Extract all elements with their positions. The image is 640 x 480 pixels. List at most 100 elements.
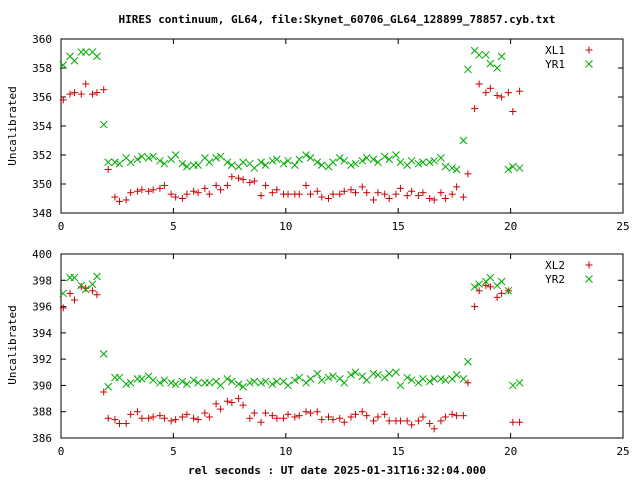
data-point <box>486 273 495 282</box>
data-point <box>475 280 483 289</box>
data-point <box>498 93 506 101</box>
data-point <box>93 52 101 61</box>
data-point <box>425 158 434 167</box>
data-point <box>448 164 457 172</box>
data-point <box>284 156 292 165</box>
data-point <box>430 375 439 383</box>
legend-label: YR2 <box>545 273 565 286</box>
data-point <box>268 156 277 165</box>
data-point <box>306 154 315 162</box>
data-point <box>369 155 378 164</box>
data-point <box>284 381 292 390</box>
data-point <box>239 401 247 409</box>
data-point <box>126 158 135 167</box>
data-point <box>380 152 389 161</box>
data-point <box>273 186 281 194</box>
data-point <box>156 412 164 420</box>
data-point <box>257 192 265 200</box>
data-point <box>504 89 512 97</box>
data-point <box>302 408 310 416</box>
data-point <box>138 152 146 161</box>
data-point <box>441 162 450 171</box>
data-point <box>115 197 123 205</box>
data-point <box>145 414 153 422</box>
data-point <box>245 378 254 387</box>
data-point <box>178 413 186 421</box>
data-point <box>167 417 175 425</box>
data-point <box>396 184 404 192</box>
data-point <box>284 190 292 198</box>
data-point <box>172 193 180 201</box>
x-tick-label: 10 <box>279 220 292 233</box>
data-point <box>122 420 130 428</box>
data-point <box>223 375 232 383</box>
data-point <box>167 190 175 198</box>
data-point <box>190 187 198 195</box>
data-point <box>250 164 259 172</box>
x-tick-label: 5 <box>170 445 177 458</box>
data-point <box>493 293 501 301</box>
data-point <box>111 416 119 424</box>
data-point <box>235 395 243 403</box>
series-XL1 <box>59 80 524 205</box>
data-point <box>335 154 344 162</box>
data-point <box>149 376 158 385</box>
data-point <box>482 89 490 97</box>
y-tick-label: 390 <box>32 379 52 392</box>
data-point <box>82 80 90 88</box>
data-point <box>475 51 483 59</box>
data-point <box>291 413 299 421</box>
data-point <box>351 189 359 197</box>
data-point <box>504 165 513 174</box>
data-point <box>239 176 247 184</box>
data-point <box>205 413 213 421</box>
data-point <box>426 420 434 428</box>
data-point <box>374 158 382 167</box>
data-point <box>471 105 479 113</box>
data-point <box>419 189 427 197</box>
data-point <box>441 413 449 421</box>
data-point <box>66 289 74 297</box>
data-point <box>205 190 213 198</box>
data-point <box>290 376 299 385</box>
data-point <box>88 90 96 98</box>
data-point <box>381 410 389 418</box>
data-point <box>385 369 394 378</box>
data-point <box>149 186 157 194</box>
data-point <box>363 412 371 420</box>
data-point <box>419 413 427 421</box>
data-point <box>171 151 180 159</box>
data-point <box>318 193 326 201</box>
data-point <box>347 161 355 170</box>
data-point <box>374 371 382 379</box>
series-YR1 <box>59 46 524 174</box>
x-tick-label: 15 <box>392 220 405 233</box>
y-tick-label: 352 <box>32 149 52 162</box>
data-point <box>471 303 479 311</box>
y-tick-label: 392 <box>32 353 52 366</box>
data-point <box>268 189 276 197</box>
data-point <box>403 417 411 425</box>
data-point <box>111 193 119 201</box>
series-XL2 <box>59 282 524 433</box>
data-point <box>194 189 202 197</box>
legend-marker <box>585 46 593 54</box>
data-point <box>459 375 468 383</box>
data-point <box>171 380 180 388</box>
data-point <box>111 158 119 167</box>
data-point <box>407 376 416 385</box>
data-point <box>358 183 366 191</box>
data-point <box>261 377 270 386</box>
y-tick-label: 350 <box>32 178 52 191</box>
data-point <box>190 414 198 422</box>
data-point <box>453 183 461 191</box>
data-point <box>313 408 321 416</box>
data-point <box>392 151 400 159</box>
data-point <box>441 195 449 202</box>
data-point <box>516 418 524 426</box>
data-point <box>437 375 445 383</box>
data-point <box>414 159 423 168</box>
data-point <box>464 379 472 387</box>
data-point <box>448 190 456 198</box>
